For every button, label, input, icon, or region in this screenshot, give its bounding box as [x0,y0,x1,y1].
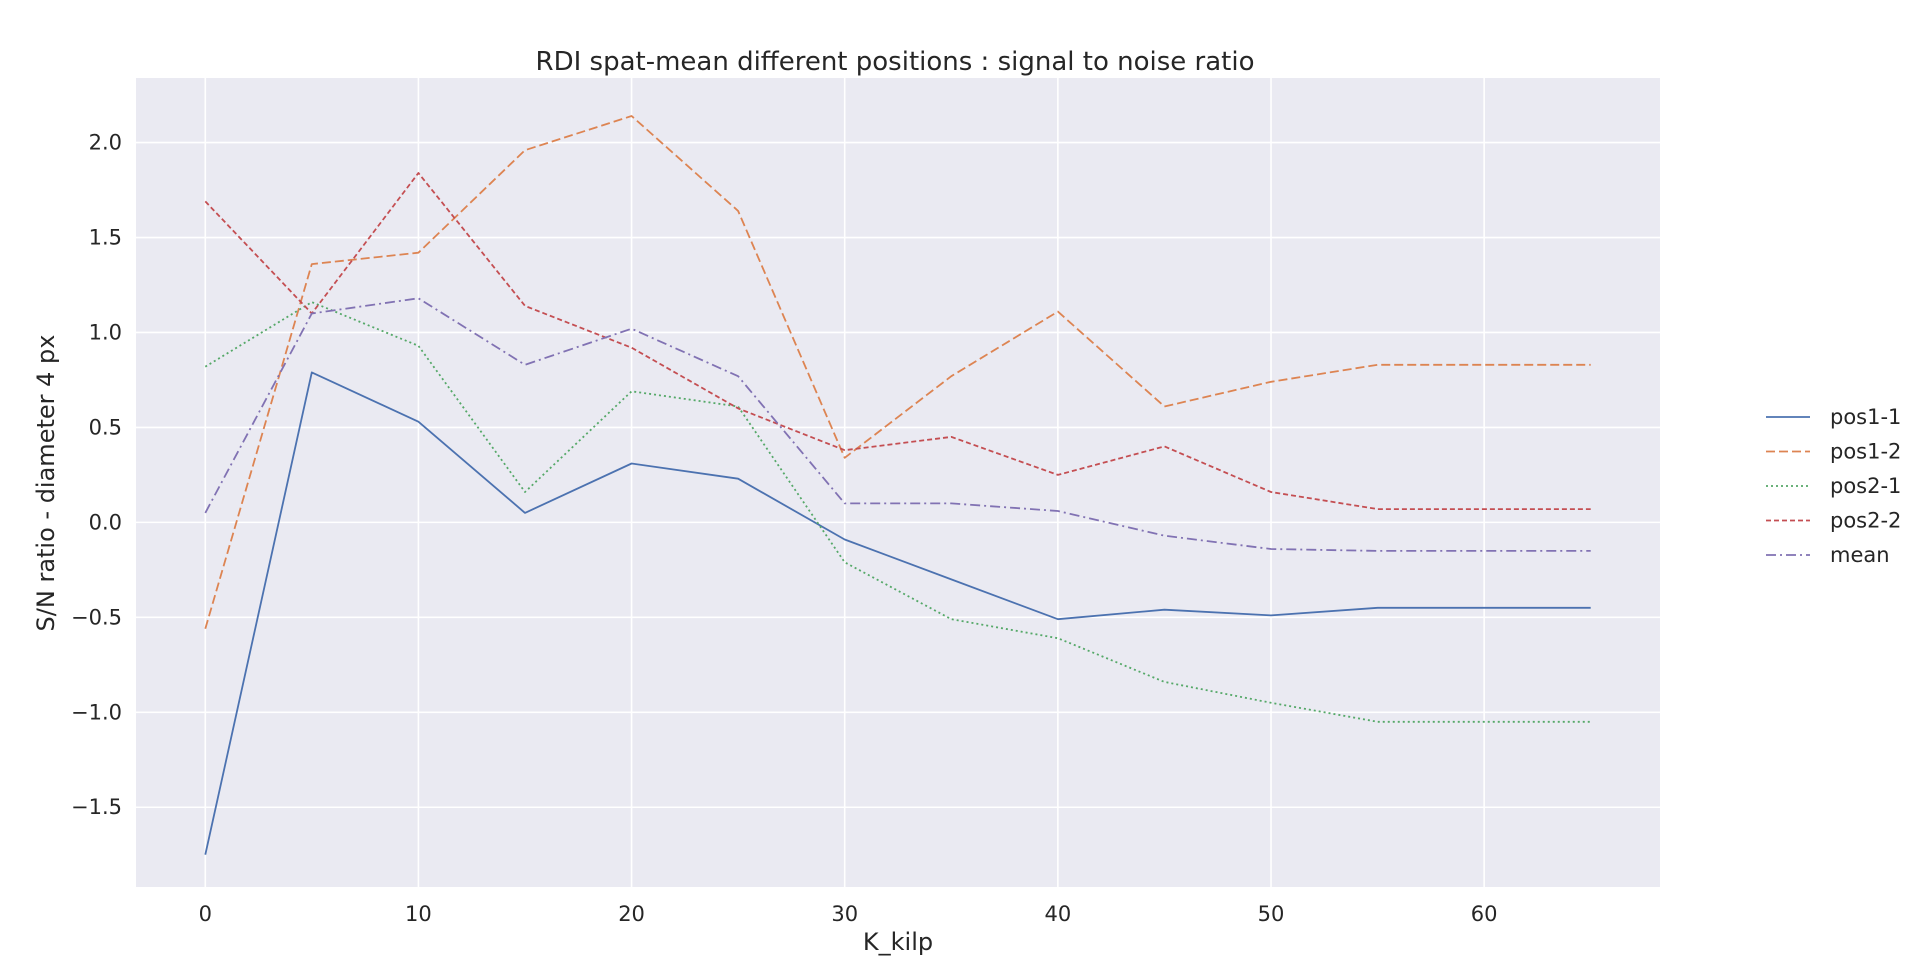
x-axis-label: K_kilp [863,928,933,956]
y-tick-label: 1.0 [89,320,122,344]
y-grid [136,141,1660,809]
legend-item-pos1-1: pos1-1 [1766,405,1901,429]
x-tick-label: 60 [1471,902,1498,926]
x-tick-label: 40 [1044,902,1071,926]
x-tick-label: 20 [618,902,645,926]
x-tick-label: 50 [1258,902,1285,926]
y-axis-label: S/N ratio - diameter 4 px [32,335,60,632]
y-tick-label: −1.0 [71,700,122,724]
series-line-pos2-1 [204,301,1591,723]
y-tick-label: 1.5 [89,226,122,250]
legend-item-pos1-2: pos1-2 [1766,440,1901,464]
x-tick-label: 0 [199,902,212,926]
legend-item-mean: mean [1766,543,1890,567]
legend-label: pos1-1 [1830,405,1901,429]
legend-label: pos2-1 [1830,474,1901,498]
y-tick-label: 0.5 [89,415,122,439]
series-lines [204,115,1591,855]
legend: pos1-1 pos1-2 pos2-1 pos2-2 mean [1766,405,1901,567]
y-tick-label: 0.0 [89,510,122,534]
y-tick-labels: −1.5 −1.0 −0.5 0.0 0.5 1.0 1.5 2.0 [71,131,122,820]
x-tick-label: 10 [405,902,432,926]
series-line-mean [204,297,1591,552]
y-tick-label: −1.5 [71,795,122,819]
legend-label: mean [1830,543,1890,567]
legend-item-pos2-1: pos2-1 [1766,474,1901,498]
plot-area [136,78,1660,887]
x-tick-label: 30 [831,902,858,926]
y-tick-label: −0.5 [71,605,122,629]
x-grid [204,78,1485,887]
legend-label: pos1-2 [1830,440,1901,464]
legend-item-pos2-2: pos2-2 [1766,509,1901,533]
series-line-pos1-2 [204,115,1591,629]
y-tick-label: 2.0 [89,131,122,155]
series-line-pos2-2 [204,172,1591,511]
x-tick-labels: 0 10 20 30 40 50 60 [199,902,1498,926]
chart-title: RDI spat-mean different positions : sign… [536,47,1255,77]
legend-label: pos2-2 [1830,509,1901,533]
series-line-pos1-1 [204,371,1591,855]
